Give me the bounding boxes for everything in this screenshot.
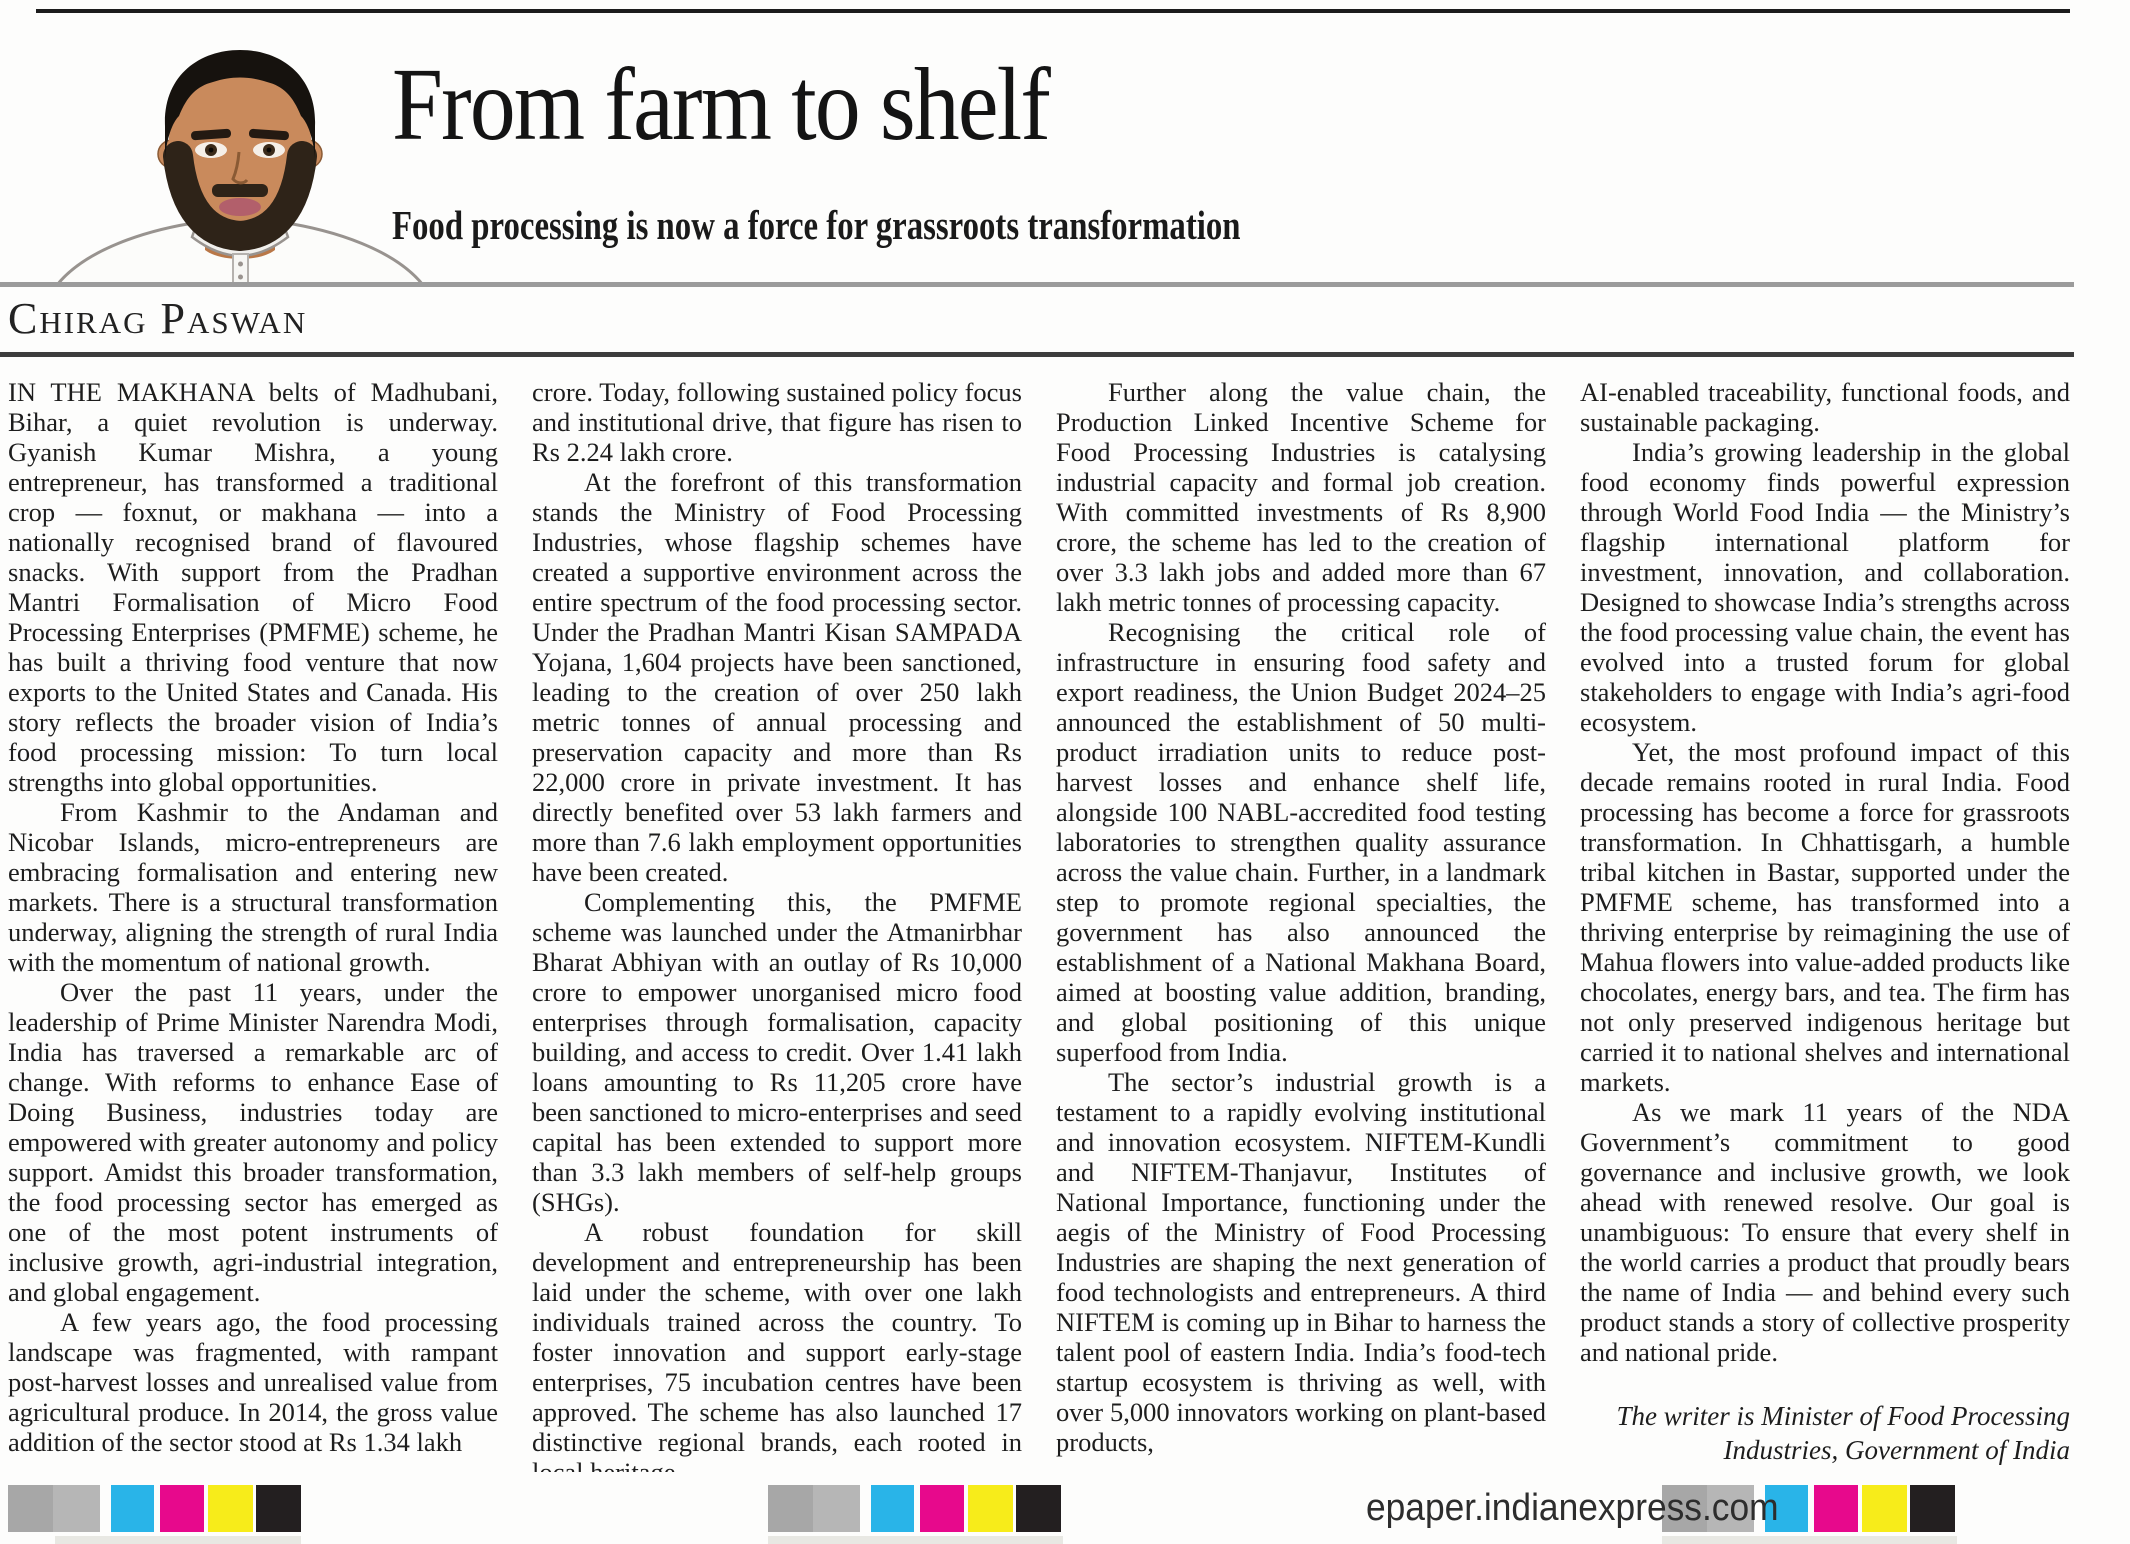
- article-column-1: IN THE MAKHANA belts of Madhubani, Bihar…: [8, 377, 498, 1472]
- article-column-4: AI-enabled traceability, functional food…: [1580, 377, 2070, 1472]
- calibration-bar-ghost: [1662, 1536, 1957, 1544]
- author-portrait-illustration: [53, 50, 427, 287]
- paragraph: Recognising the critical role of infrast…: [1056, 617, 1546, 1067]
- calibration-bar-gray-light: [813, 1485, 860, 1532]
- article-body: IN THE MAKHANA belts of Madhubani, Bihar…: [8, 377, 2070, 1472]
- calibration-bar-gray-light: [1707, 1485, 1754, 1532]
- paragraph: Over the past 11 years, under the leader…: [8, 977, 498, 1307]
- print-calibration-bars: [1662, 1485, 1957, 1532]
- paragraph: AI-enabled traceability, functional food…: [1580, 377, 2070, 437]
- divider-dark: [0, 352, 2074, 357]
- calibration-bar-magenta: [160, 1485, 204, 1532]
- paragraph: A few years ago, the food processing lan…: [8, 1307, 498, 1457]
- calibration-bar-cyan: [1765, 1485, 1808, 1532]
- calibration-bar-ghost: [55, 1536, 301, 1544]
- article-column-2: crore. Today, following sustained policy…: [532, 377, 1022, 1472]
- calibration-bar-black: [1016, 1485, 1061, 1532]
- paragraph: Complementing this, the PMFME scheme was…: [532, 887, 1022, 1217]
- article-title: From farm to shelf: [392, 47, 1051, 162]
- print-calibration-bars: [768, 1485, 1063, 1532]
- calibration-bar-magenta: [1814, 1485, 1858, 1532]
- paragraph: A robust foundation for skill developmen…: [532, 1217, 1022, 1472]
- calibration-bar-gray-dark: [8, 1485, 53, 1532]
- calibration-bar-gray-light: [53, 1485, 100, 1532]
- calibration-bar-magenta: [920, 1485, 964, 1532]
- paragraph: At the forefront of this transformation …: [532, 467, 1022, 887]
- calibration-bar-black: [1910, 1485, 1955, 1532]
- epaper-site-link[interactable]: epaper.indianexpress.com: [1366, 1487, 1779, 1529]
- paragraph: From Kashmir to the Andaman and Nicobar …: [8, 797, 498, 977]
- paragraph: crore. Today, following sustained policy…: [532, 377, 1022, 467]
- calibration-bar-cyan: [871, 1485, 914, 1532]
- paragraph: India’s growing leadership in the global…: [1580, 437, 2070, 737]
- print-calibration-bars: [8, 1485, 303, 1532]
- calibration-bar-yellow: [208, 1485, 253, 1532]
- calibration-bar-black: [256, 1485, 301, 1532]
- article-column-3: Further along the value chain, the Produ…: [1056, 377, 1546, 1472]
- divider-gray: [0, 282, 2074, 287]
- calibration-bar-yellow: [968, 1485, 1013, 1532]
- calibration-bar-ghost: [768, 1536, 1063, 1544]
- paragraph: Further along the value chain, the Produ…: [1056, 377, 1546, 617]
- paragraph: Yet, the most profound impact of this de…: [1580, 737, 2070, 1097]
- author-byline: Chirag Paswan: [8, 294, 308, 343]
- article-subtitle: Food processing is now a force for grass…: [392, 202, 1241, 248]
- calibration-bar-yellow: [1862, 1485, 1907, 1532]
- calibration-bar-cyan: [111, 1485, 154, 1532]
- author-portrait: [45, 38, 435, 287]
- paragraph: IN THE MAKHANA belts of Madhubani, Bihar…: [8, 377, 498, 797]
- calibration-bar-gray-dark: [1662, 1485, 1707, 1532]
- paragraph: As we mark 11 years of the NDA Governmen…: [1580, 1097, 2070, 1367]
- paragraph: The sector’s industrial growth is a test…: [1056, 1067, 1546, 1457]
- top-border-rule: [36, 9, 2070, 13]
- author-credit: The writer is Minister of Food Processin…: [1616, 1401, 2071, 1465]
- calibration-bar-gray-dark: [768, 1485, 813, 1532]
